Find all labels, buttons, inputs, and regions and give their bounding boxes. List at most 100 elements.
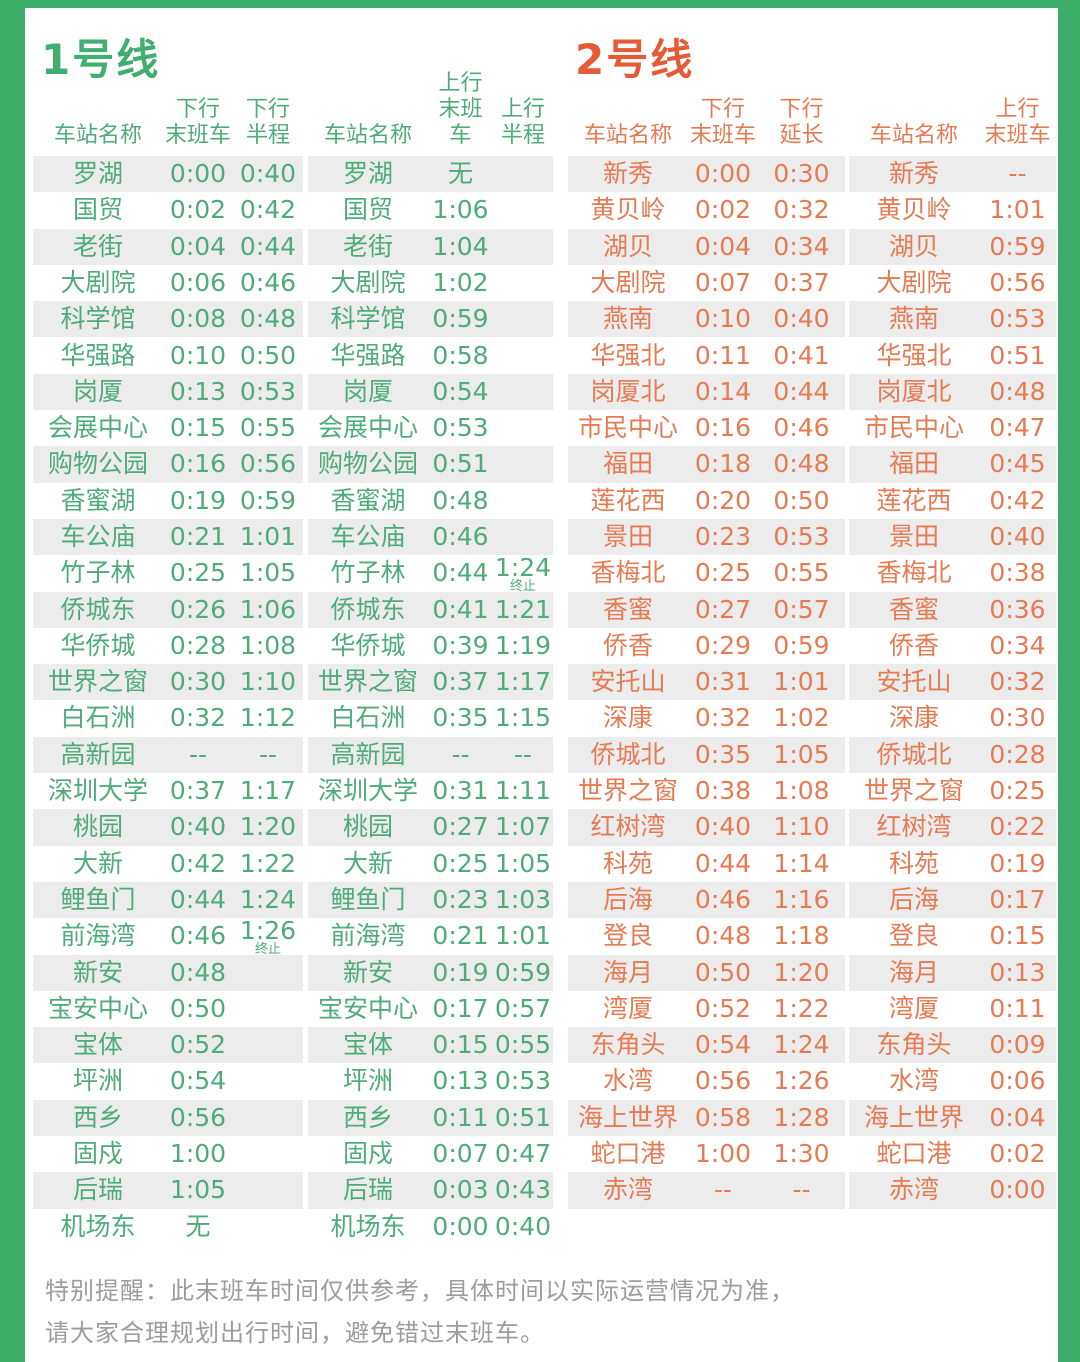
time-value: 0:03 — [432, 1175, 489, 1205]
station-name: 世界之窗 — [317, 667, 418, 697]
time-value: 0:27 — [694, 594, 752, 624]
time-value: 0:43 — [494, 1175, 552, 1205]
table-row: 世界之窗 0:30 1:10 — [33, 664, 303, 701]
table-row: 新秀 0:00 0:30 — [568, 156, 845, 193]
time-value: 1:17 — [494, 667, 552, 697]
station-name: 侨香 — [888, 630, 939, 660]
table-row: 宝安中心 0:17 0:57 — [308, 991, 553, 1027]
time-value: 0:40 — [773, 304, 830, 334]
station-name: 坪洲 — [342, 1066, 393, 1096]
table-row: 车公庙 0:21 1:01 — [33, 518, 303, 556]
line2-upbound-header: 车站名称 上行 末班车 — [849, 84, 1056, 156]
station-name: 西乡 — [342, 1102, 393, 1132]
table-row: 侨香 0:34 — [849, 628, 1056, 664]
column-header: 车站名称 — [53, 123, 142, 149]
station-name: 罗湖 — [342, 159, 393, 189]
table-row: 世界之窗 0:38 1:08 — [568, 773, 845, 809]
table-row: 大剧院 0:56 — [849, 265, 1056, 301]
time-value: 0:52 — [169, 1030, 227, 1060]
time-value: 0:56 — [169, 1102, 227, 1132]
table-row: 水湾 0:06 — [849, 1063, 1056, 1099]
time-value: 1:28 — [773, 1102, 830, 1132]
station-name: 科学馆 — [330, 304, 406, 334]
time-value: 0:50 — [239, 340, 297, 370]
time-value: 0:32 — [773, 195, 830, 225]
station-name: 大剧院 — [876, 267, 952, 297]
column-header: 下行 末班车 — [689, 97, 756, 149]
table-row: 世界之窗 0:25 — [849, 773, 1056, 809]
table-row: 机场东 无 — [33, 1209, 303, 1245]
time-value: 0:58 — [694, 1102, 752, 1132]
table-row: 新秀 -- — [849, 156, 1056, 193]
time-value: 0:04 — [989, 1102, 1046, 1132]
station-name: 蛇口港 — [876, 1139, 952, 1169]
timetable-content: 1号线 2号线 车站名称 下行 末班车 下行 半程 罗湖 0:00 0:40 国贸 0:02 0:… — [33, 8, 1056, 1362]
time-value: 0:32 — [169, 703, 227, 733]
time-value: 0:02 — [694, 195, 752, 225]
table-row: 登良 0:15 — [849, 918, 1056, 954]
station-name: 香蜜 — [602, 594, 653, 624]
time-value: -- — [188, 739, 208, 769]
table-row: 海月 0:50 1:20 — [568, 954, 845, 991]
column-header: 车站名称 — [869, 123, 958, 149]
station-name: 赤湾 — [602, 1175, 653, 1205]
station-name: 侨香 — [602, 630, 653, 660]
table-row: 后海 0:46 1:16 — [568, 881, 845, 919]
table-row: 罗湖 无 — [308, 156, 553, 193]
frame-bar-right — [1058, 0, 1080, 1362]
table-row: 会展中心 0:53 — [308, 410, 553, 446]
footer-disclaimer: 特别提醒：此末班车时间仅供参考，具体时间以实际运营情况为准， 请大家合理规划出行… — [45, 1270, 795, 1354]
station-name: 购物公园 — [317, 449, 418, 479]
station-name: 宝安中心 — [47, 993, 148, 1023]
time-value: 0:41 — [432, 594, 489, 624]
time-value: 0:51 — [989, 340, 1046, 370]
time-value: 0:11 — [432, 1102, 489, 1132]
time-value: 0:32 — [989, 667, 1046, 697]
table-row: 新安 0:48 — [33, 954, 303, 991]
time-value: 0:56 — [239, 449, 297, 479]
station-name: 国贸 — [342, 195, 393, 225]
table-row: 前海湾 0:46 1:26 终止 — [33, 918, 303, 956]
time-value: 0:53 — [773, 521, 830, 551]
line1-title: 1号线 — [41, 35, 161, 84]
time-value: 0:04 — [694, 231, 752, 261]
time-value: 0:08 — [169, 304, 227, 334]
table-row: 西乡 0:11 0:51 — [308, 1099, 553, 1137]
station-name: 红树湾 — [590, 812, 666, 842]
time-value: 0:50 — [773, 485, 830, 515]
time-value: 0:59 — [989, 231, 1046, 261]
table-row: 科苑 0:19 — [849, 846, 1056, 882]
table-row: 景田 0:40 — [849, 518, 1056, 556]
line2-upbound-table: 车站名称 上行 末班车 新秀 -- 黄贝岭 1:01 湖贝 0:59 大剧院 0:56 燕南 0:53… — [849, 84, 1056, 1209]
time-value: 0:57 — [494, 993, 552, 1023]
time-value: 1:26 终止 — [233, 918, 303, 956]
station-name: 海上世界 — [863, 1102, 964, 1132]
time-value: 1:20 — [773, 957, 830, 987]
station-name: 新秀 — [888, 159, 939, 189]
table-row: 购物公园 0:51 — [308, 446, 553, 483]
table-row: 湾厦 0:52 1:22 — [568, 991, 845, 1027]
station-name: 大剧院 — [330, 267, 406, 297]
line2-downbound-header: 车站名称 下行 末班车 下行 延长 — [568, 84, 845, 156]
station-name: 新安 — [342, 957, 393, 987]
time-value: 0:52 — [694, 993, 752, 1023]
table-row: 燕南 0:53 — [849, 301, 1056, 338]
time-value: 1:10 — [239, 667, 297, 697]
table-row: 黄贝岭 1:01 — [849, 192, 1056, 228]
table-row: 华强北 0:51 — [849, 337, 1056, 373]
station-name: 福田 — [602, 449, 653, 479]
station-name: 湾厦 — [602, 993, 653, 1023]
time-value: 0:44 — [239, 231, 297, 261]
station-name: 华强北 — [590, 340, 666, 370]
table-row: 蛇口港 1:00 1:30 — [568, 1136, 845, 1172]
terminus-note: 终止 — [509, 578, 536, 594]
time-value: 1:22 — [773, 993, 830, 1023]
table-row: 侨城北 0:28 — [849, 736, 1056, 774]
table-row: 鲤鱼门 0:23 1:03 — [308, 881, 553, 919]
time-value: 0:21 — [169, 521, 227, 551]
station-name: 侨城北 — [590, 739, 666, 769]
table-row: 蛇口港 0:02 — [849, 1136, 1056, 1172]
time-value: 0:40 — [239, 159, 297, 189]
time-value: 0:55 — [239, 413, 297, 443]
table-row: 华侨城 0:28 1:08 — [33, 628, 303, 664]
